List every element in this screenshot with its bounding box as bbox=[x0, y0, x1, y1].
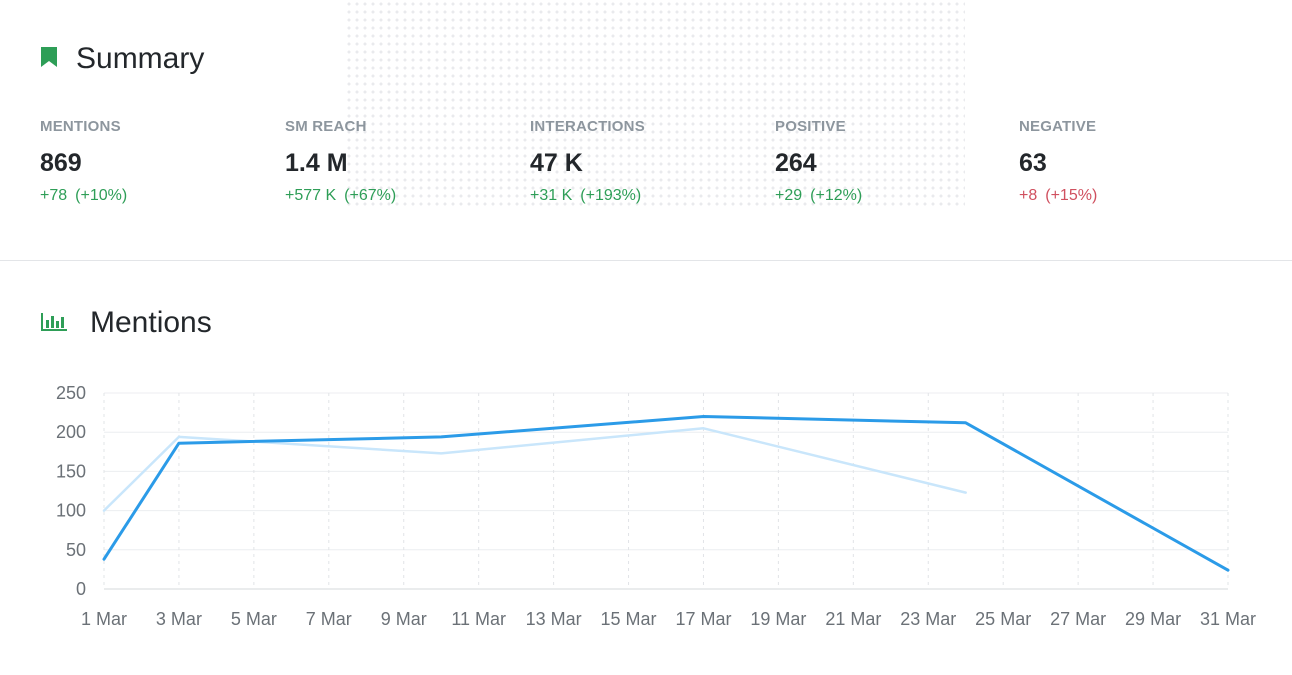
mentions-header: Mentions bbox=[40, 306, 212, 340]
summary-section: Summary MENTIONS 869 +78 (+10%) SM REACH … bbox=[0, 0, 1292, 261]
bookmark-icon bbox=[40, 46, 58, 73]
kpi-delta-pct: (+12%) bbox=[810, 187, 863, 204]
mentions-chart: 0 50 100 150 200 250 1 Mar 3 Mar 5 Mar 7 Mar 9 Mar… bbox=[0, 370, 1292, 670]
kpi-delta: +29 (+12%) bbox=[775, 187, 1005, 205]
kpi-interactions: INTERACTIONS 47 K +31 K (+193%) bbox=[530, 118, 760, 205]
x-tick-label: 23 Mar bbox=[900, 609, 956, 629]
world-map-background bbox=[345, 0, 965, 210]
kpi-label: POSITIVE bbox=[775, 118, 846, 135]
kpi-label: INTERACTIONS bbox=[530, 118, 645, 135]
y-tick-label: 100 bbox=[56, 501, 86, 521]
kpi-delta-pct: (+10%) bbox=[75, 187, 128, 204]
kpi-value: 264 bbox=[775, 149, 817, 177]
x-tick-label: 1 Mar bbox=[81, 609, 127, 629]
kpi-delta: +78 (+10%) bbox=[40, 187, 270, 205]
x-tick-label: 11 Mar bbox=[451, 609, 506, 629]
previous-period-line bbox=[102, 427, 967, 512]
kpi-delta: +577 K (+67%) bbox=[285, 187, 515, 205]
kpi-mentions: MENTIONS 869 +78 (+10%) bbox=[40, 118, 270, 205]
kpi-delta-abs: +8 bbox=[1019, 187, 1038, 204]
y-tick-label: 150 bbox=[56, 461, 86, 481]
kpi-delta-pct: (+193%) bbox=[580, 187, 642, 204]
x-tick-label: 15 Mar bbox=[601, 609, 657, 629]
y-tick-label: 50 bbox=[66, 540, 86, 560]
y-tick-label: 250 bbox=[56, 383, 86, 403]
kpi-sm-reach: SM REACH 1.4 M +577 K (+67%) bbox=[285, 118, 515, 205]
kpi-label: SM REACH bbox=[285, 118, 367, 135]
x-tick-label: 21 Mar bbox=[825, 609, 881, 629]
summary-header: Summary bbox=[40, 42, 204, 76]
mentions-title: Mentions bbox=[90, 306, 212, 339]
bar-chart-icon bbox=[40, 311, 68, 336]
kpi-value: 47 K bbox=[530, 149, 583, 177]
x-tick-label: 13 Mar bbox=[526, 609, 582, 629]
x-tick-label: 25 Mar bbox=[975, 609, 1031, 629]
x-tick-label: 7 Mar bbox=[306, 609, 352, 629]
kpi-delta: +31 K (+193%) bbox=[530, 187, 760, 205]
kpi-delta-pct: (+67%) bbox=[344, 187, 397, 204]
kpi-delta: +8 (+15%) bbox=[1019, 187, 1249, 205]
mentions-line-chart: 0 50 100 150 200 250 1 Mar 3 Mar 5 Mar 7 Mar 9 Mar… bbox=[56, 383, 1256, 629]
kpi-value: 63 bbox=[1019, 149, 1047, 177]
x-tick-label: 5 Mar bbox=[231, 609, 277, 629]
x-tick-label: 9 Mar bbox=[381, 609, 427, 629]
kpi-delta-abs: +78 bbox=[40, 187, 68, 204]
x-tick-label: 31 Mar bbox=[1200, 609, 1256, 629]
kpi-delta-abs: +29 bbox=[775, 187, 803, 204]
x-tick-label: 29 Mar bbox=[1125, 609, 1181, 629]
kpi-label: NEGATIVE bbox=[1019, 118, 1097, 135]
x-tick-label: 17 Mar bbox=[675, 609, 731, 629]
y-tick-label: 0 bbox=[76, 579, 86, 599]
x-tick-label: 27 Mar bbox=[1050, 609, 1106, 629]
kpi-value: 869 bbox=[40, 149, 82, 177]
current-period-line bbox=[102, 415, 1230, 572]
kpi-delta-abs: +577 K bbox=[285, 187, 337, 204]
kpi-negative: NEGATIVE 63 +8 (+15%) bbox=[1019, 118, 1249, 205]
kpi-delta-pct: (+15%) bbox=[1045, 187, 1098, 204]
kpi-value: 1.4 M bbox=[285, 149, 348, 177]
kpi-delta-abs: +31 K bbox=[530, 187, 573, 204]
x-tick-label: 19 Mar bbox=[750, 609, 806, 629]
kpi-label: MENTIONS bbox=[40, 118, 121, 135]
summary-title: Summary bbox=[76, 42, 205, 75]
x-tick-label: 3 Mar bbox=[156, 609, 202, 629]
y-tick-label: 200 bbox=[56, 422, 86, 442]
kpi-positive: POSITIVE 264 +29 (+12%) bbox=[775, 118, 1005, 205]
